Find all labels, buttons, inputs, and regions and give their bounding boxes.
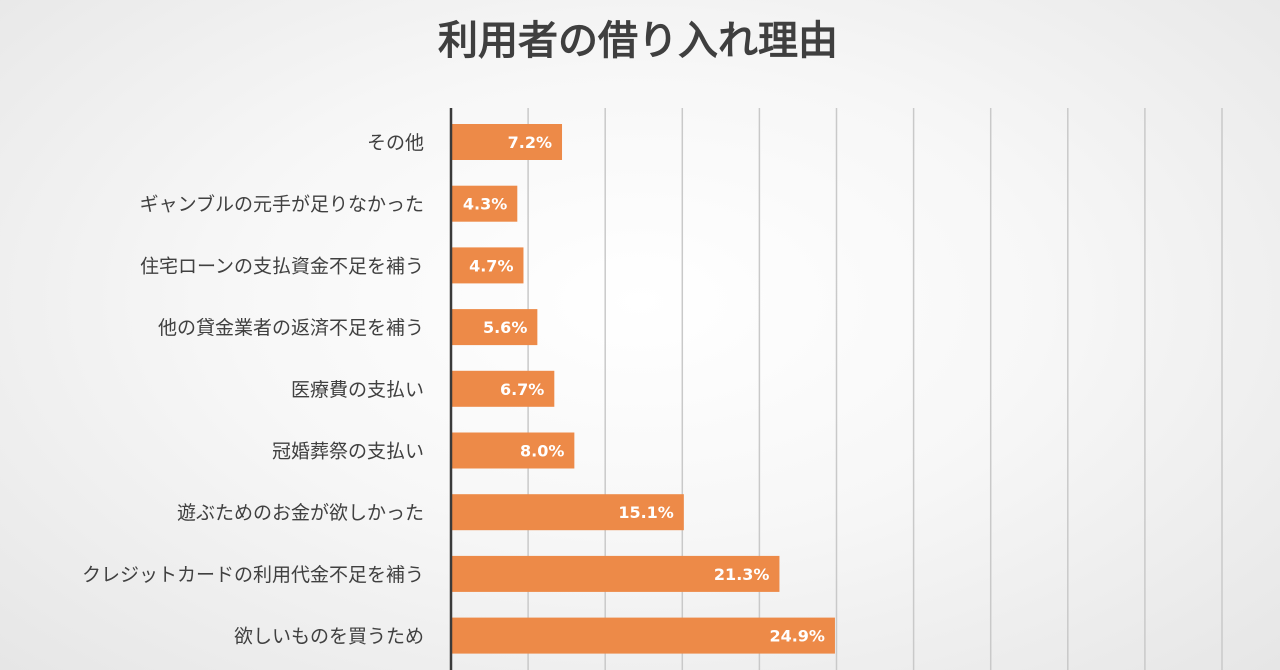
bar	[451, 247, 524, 284]
bar	[451, 555, 780, 592]
data-label: 4.3%	[463, 195, 507, 214]
category-label: クレジットカードの利用代金不足を補う	[82, 564, 424, 586]
category-label: 他の貸金業者の返済不足を補う	[158, 317, 424, 339]
data-label: 7.2%	[508, 133, 552, 152]
bar	[451, 494, 684, 531]
data-labels: 7.2% 4.3% 4.7% 5.6% 6.7% 8.0% 15.1% 21.3% 24.9%	[463, 133, 825, 646]
data-label: 8.0%	[520, 442, 564, 461]
bar	[451, 617, 835, 654]
data-label: 21.3%	[714, 565, 770, 584]
data-label: 6.7%	[500, 380, 544, 399]
category-label: 医療費の支払い	[291, 379, 424, 401]
category-labels: その他ギャンブルの元手が足りなかった住宅ローンの支払資金不足を補う他の貸金業者の…	[82, 132, 424, 648]
category-label: その他	[367, 132, 424, 154]
bar	[451, 124, 563, 160]
gridlines	[527, 108, 1223, 670]
data-label: 24.9%	[769, 627, 825, 646]
bars	[451, 124, 835, 654]
category-label: 冠婚葬祭の支払い	[272, 441, 424, 463]
chart-title: 利用者の借り入れ理由	[438, 18, 838, 64]
data-label: 15.1%	[618, 503, 674, 522]
bar	[451, 432, 575, 469]
bar	[451, 370, 555, 407]
data-label: 4.7%	[469, 256, 513, 275]
category-label: 遊ぶためのお金が欲しかった	[177, 502, 424, 524]
category-label: 欲しいものを買うため	[234, 626, 424, 648]
category-label: ギャンブルの元手が足りなかった	[140, 193, 424, 216]
data-label: 5.6%	[483, 318, 527, 337]
bar	[451, 309, 538, 346]
category-label: 住宅ローンの支払資金不足を補う	[140, 255, 424, 277]
bar	[451, 185, 518, 222]
